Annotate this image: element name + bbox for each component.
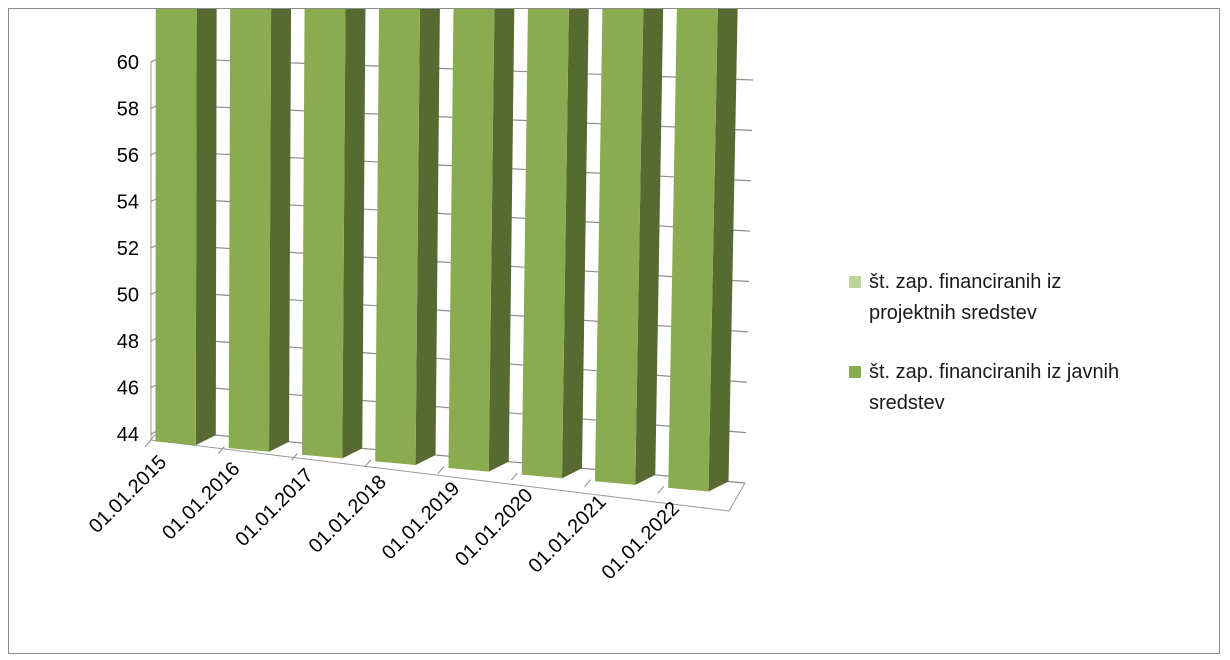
- bar-side: [708, 9, 738, 492]
- legend-swatch: [849, 366, 861, 378]
- bars: [155, 9, 738, 492]
- bar-side: [488, 9, 515, 472]
- bar-segment: [521, 9, 569, 479]
- bar-segment: [228, 9, 272, 452]
- y-tick-label: 50: [117, 285, 139, 307]
- y-tick-label: 58: [117, 99, 139, 121]
- x-tick-mark: [144, 439, 152, 448]
- y-tick-label: 56: [117, 145, 139, 167]
- bar-segment: [375, 9, 420, 466]
- y-tick-label: 54: [117, 192, 139, 214]
- x-tick-label: 01.01.2019: [378, 478, 464, 564]
- x-tick-label: 01.01.2016: [158, 458, 244, 544]
- bar-side: [195, 9, 217, 446]
- y-tick-label: 46: [117, 378, 139, 400]
- bar-side: [415, 9, 440, 466]
- bar-side: [269, 9, 292, 452]
- legend-label: sredstev: [869, 392, 945, 414]
- x-tick-mark: [217, 446, 225, 454]
- y-axis-ticks: 44 46 48 50 52 54 56 58 60: [117, 52, 139, 446]
- x-tick-mark: [364, 459, 372, 468]
- bar-side: [562, 9, 589, 479]
- bar-segment: [594, 9, 644, 485]
- legend-label: projektnih sredstev: [869, 302, 1037, 324]
- legend-label: št. zap. financiranih iz: [869, 271, 1061, 293]
- x-tick-label: 01.01.2017: [231, 465, 317, 551]
- x-tick-label: 01.01.2022: [598, 498, 684, 584]
- x-tick-label: 01.01.2020: [451, 484, 537, 570]
- y-tick-label: 44: [117, 424, 139, 446]
- legend-label: št. zap. financiranih iz javnih: [869, 361, 1119, 383]
- x-tick-mark: [657, 486, 665, 494]
- legend: št. zap. financiranih iz projektnih sreds…: [849, 271, 1119, 414]
- legend-swatch: [849, 276, 861, 288]
- bar-segment: [155, 9, 197, 446]
- chart-frame: 44 46 48 50 52 54 56 58 60 01.01.2015 01.01.2016 0…: [8, 8, 1220, 654]
- x-tick-mark: [437, 466, 445, 474]
- bar-segment: [668, 9, 718, 492]
- bar-side: [342, 9, 366, 459]
- x-tick-label: 01.01.2018: [305, 471, 391, 557]
- x-tick-label: 01.01.2021: [524, 491, 610, 577]
- x-tick-mark: [584, 479, 591, 488]
- bar-segment: [448, 9, 495, 472]
- y-tick-label: 60: [117, 52, 139, 74]
- y-tick-label: 48: [117, 331, 139, 353]
- x-tick-mark: [510, 472, 518, 481]
- y-tick-label: 52: [117, 238, 139, 260]
- x-tick-label: 01.01.2015: [85, 451, 171, 537]
- x-tick-mark: [291, 452, 298, 461]
- bar-side: [635, 9, 664, 485]
- bar-segment: [301, 9, 346, 459]
